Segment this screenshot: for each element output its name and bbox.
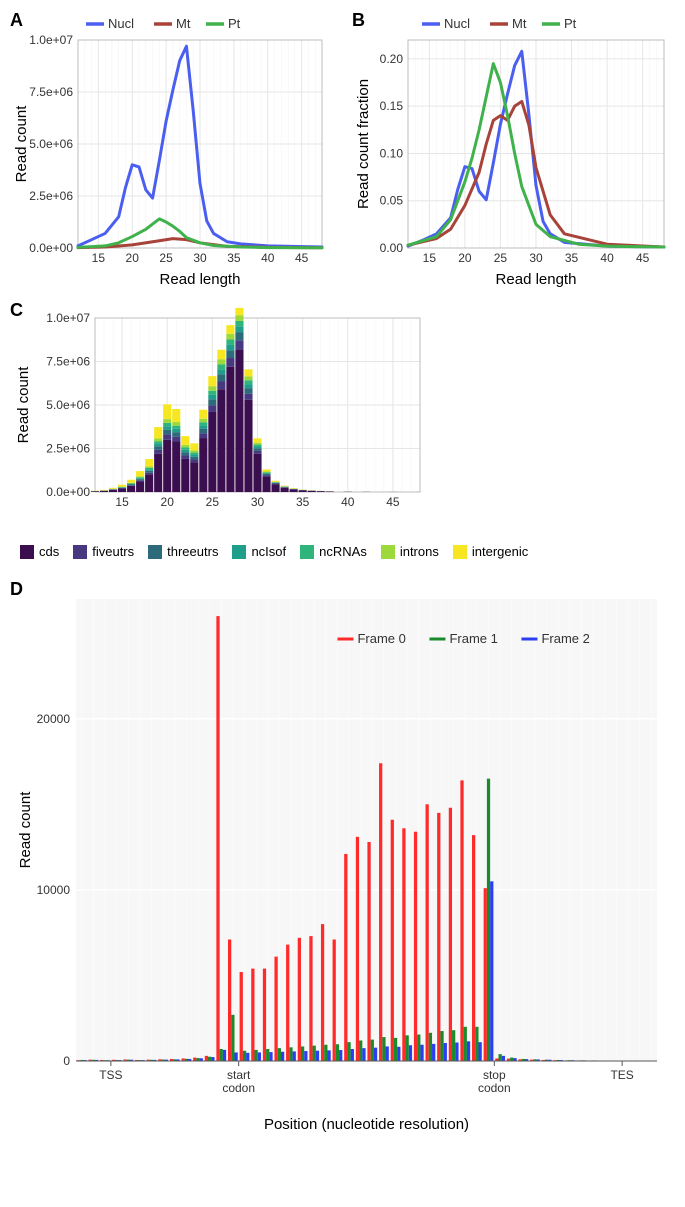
svg-text:codon: codon: [478, 1081, 511, 1095]
svg-text:Read count fraction: Read count fraction: [355, 79, 372, 209]
svg-text:35: 35: [565, 251, 579, 265]
svg-text:40: 40: [341, 495, 355, 509]
svg-text:0.05: 0.05: [380, 194, 404, 208]
svg-text:0.10: 0.10: [380, 146, 404, 160]
svg-text:0.15: 0.15: [380, 99, 404, 113]
chart-a: 15 20 25 30 35 40 45 0.0e+00 2.5e+06 5.0e+06 7.5e+…: [10, 10, 332, 290]
svg-text:5.0e+06: 5.0e+06: [46, 398, 90, 412]
legend-item-introns: introns: [381, 544, 439, 559]
panel-a: A 15 20 25 30 35 40 45 0.0e+00 2.5e+06 5.0e+06 7.5…: [10, 10, 332, 290]
svg-text:Frame 0: Frame 0: [357, 631, 405, 646]
svg-text:1.0e+07: 1.0e+07: [46, 311, 90, 325]
svg-text:Read length: Read length: [496, 271, 577, 288]
svg-text:25: 25: [494, 251, 508, 265]
svg-text:2.5e+06: 2.5e+06: [46, 442, 90, 456]
svg-text:0.00: 0.00: [380, 241, 404, 255]
panel-d: D 01000020000TSSstartcodonstopcodonTESPo…: [10, 579, 675, 1139]
svg-text:40: 40: [600, 251, 614, 265]
svg-text:15: 15: [115, 495, 129, 509]
svg-text:40: 40: [261, 251, 275, 265]
svg-text:30: 30: [529, 251, 543, 265]
svg-text:20: 20: [161, 495, 175, 509]
svg-text:0.0e+00: 0.0e+00: [46, 485, 90, 499]
svg-text:Read count: Read count: [17, 791, 34, 869]
panel-b: B 15 20 25 30 35 40 45 0.00 0.05 0.10 0.15 0.20 Read…: [352, 10, 674, 290]
svg-text:45: 45: [386, 495, 400, 509]
svg-text:1.0e+07: 1.0e+07: [29, 33, 73, 47]
legend-item-cds: cds: [20, 544, 59, 559]
chart-c: 15 20 25 30 35 40 45 0.0e+00 2.5e+06 5.0e+06 7.5e+…: [10, 300, 430, 520]
svg-text:Pt: Pt: [564, 16, 577, 31]
panel-c-label: C: [10, 300, 23, 321]
svg-text:7.5e+06: 7.5e+06: [46, 355, 90, 369]
svg-text:45: 45: [636, 251, 650, 265]
svg-text:TES: TES: [610, 1068, 633, 1082]
svg-text:15: 15: [92, 251, 106, 265]
svg-text:Pt: Pt: [228, 16, 241, 31]
svg-text:start: start: [227, 1068, 251, 1082]
svg-text:Frame 2: Frame 2: [541, 631, 589, 646]
svg-text:Read count: Read count: [15, 366, 32, 444]
panel-c: C 15 20 25 30 35 40 45 0.0e+00 2.5e+06 5.0e+06 7.5…: [10, 300, 430, 540]
svg-text:TSS: TSS: [99, 1068, 122, 1082]
legend-item-ncIsof: ncIsof: [232, 544, 286, 559]
panel-b-label: B: [352, 10, 365, 31]
legend-c: cds fiveutrs threeutrs ncIsof ncRNAs introns i…: [10, 544, 675, 559]
svg-text:35: 35: [227, 251, 241, 265]
svg-text:25: 25: [159, 251, 173, 265]
legend-item-threeutrs: threeutrs: [148, 544, 218, 559]
svg-text:5.0e+06: 5.0e+06: [29, 137, 73, 151]
svg-text:Mt: Mt: [176, 16, 191, 31]
svg-text:15: 15: [423, 251, 437, 265]
legend-item-fiveutrs: fiveutrs: [73, 544, 134, 559]
svg-text:35: 35: [296, 495, 310, 509]
svg-text:codon: codon: [222, 1081, 255, 1095]
svg-text:0: 0: [63, 1054, 70, 1068]
svg-text:Nucl: Nucl: [444, 16, 470, 31]
svg-text:Nucl: Nucl: [108, 16, 134, 31]
svg-text:Read count: Read count: [13, 105, 30, 183]
svg-text:30: 30: [251, 495, 265, 509]
svg-text:20000: 20000: [37, 712, 71, 726]
svg-text:0.20: 0.20: [380, 52, 404, 66]
panel-d-label: D: [10, 579, 23, 600]
svg-text:25: 25: [206, 495, 220, 509]
svg-text:7.5e+06: 7.5e+06: [29, 85, 73, 99]
svg-text:20: 20: [458, 251, 472, 265]
svg-text:Read length: Read length: [160, 271, 241, 288]
legend-item-ncRNAs: ncRNAs: [300, 544, 367, 559]
panel-a-label: A: [10, 10, 23, 31]
chart-b: 15 20 25 30 35 40 45 0.00 0.05 0.10 0.15 0.20 Read l…: [352, 10, 674, 290]
svg-text:Mt: Mt: [512, 16, 527, 31]
svg-text:30: 30: [193, 251, 207, 265]
svg-text:2.5e+06: 2.5e+06: [29, 189, 73, 203]
svg-text:Frame 1: Frame 1: [449, 631, 497, 646]
svg-text:20: 20: [126, 251, 140, 265]
svg-text:stop: stop: [483, 1068, 506, 1082]
svg-text:Position (nucleotide resolutio: Position (nucleotide resolution): [264, 1116, 469, 1133]
svg-text:0.0e+00: 0.0e+00: [29, 241, 73, 255]
svg-text:10000: 10000: [37, 883, 71, 897]
svg-text:45: 45: [295, 251, 309, 265]
legend-item-intergenic: intergenic: [453, 544, 528, 559]
chart-d: 01000020000TSSstartcodonstopcodonTESPosi…: [10, 579, 675, 1139]
